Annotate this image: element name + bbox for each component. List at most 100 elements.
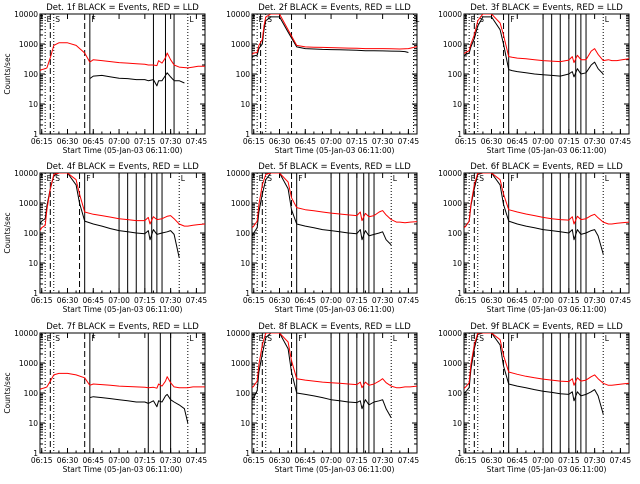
plot-frame <box>251 13 418 135</box>
x-tick-label: 07:45 <box>398 137 420 146</box>
y-tick-label: 10000 <box>438 329 462 338</box>
x-tick-label: 07:00 <box>532 137 554 146</box>
y-tick-label: 10 <box>240 419 250 428</box>
y-tick-label: 10 <box>28 100 38 109</box>
x-tick-label: 06:15 <box>455 137 477 146</box>
chart-title: Det. 6f BLACK = Events, RED = LLD <box>470 162 623 172</box>
y-axis-label: Counts/sec <box>3 212 12 253</box>
x-tick-label: 06:30 <box>269 456 291 465</box>
time-marker-label: S <box>55 174 60 183</box>
y-tick-label: 1 <box>245 130 250 139</box>
time-marker-label: F <box>91 15 95 24</box>
y-tick-label: 10000 <box>438 169 462 178</box>
y-tick-label: 1000 <box>443 40 462 49</box>
y-tick-label: 10 <box>28 259 38 268</box>
y-tick-label: 1000 <box>231 40 250 49</box>
time-marker-label: E <box>47 174 52 183</box>
y-tick-label: 10 <box>240 100 250 109</box>
series-line-events <box>252 16 409 59</box>
x-tick-label: 06:45 <box>82 456 104 465</box>
plot-panel-6: Det. 6f BLACK = Events, RED = LLD 1 10 100 1… <box>438 162 631 314</box>
chart-title: Det. 4f BLACK = Events, RED = LLD <box>46 162 199 172</box>
x-tick-label: 06:30 <box>57 296 79 305</box>
series-line-events <box>464 173 604 255</box>
x-tick-label: 06:30 <box>481 137 503 146</box>
series-line-events <box>464 333 604 415</box>
y-tick-label: 100 <box>236 70 251 79</box>
x-tick-label: 07:15 <box>558 456 580 465</box>
time-marker-label: L <box>605 174 610 183</box>
y-tick-label: 100 <box>448 389 463 398</box>
y-tick-label: 1 <box>245 449 250 458</box>
y-tick-label: 1 <box>457 289 462 298</box>
x-tick-label: 06:15 <box>455 296 477 305</box>
x-tick-label: 07:30 <box>372 456 394 465</box>
y-tick-label: 1000 <box>443 199 462 208</box>
y-tick-label: 1000 <box>19 359 38 368</box>
plot-frame <box>39 332 206 454</box>
x-tick-label: 07:45 <box>186 456 208 465</box>
x-tick-label: 07:15 <box>346 296 368 305</box>
x-tick-label: 06:45 <box>506 296 528 305</box>
time-marker-label: E <box>259 334 264 343</box>
y-tick-label: 10000 <box>226 169 250 178</box>
x-tick-label: 07:15 <box>134 456 156 465</box>
series-line-lld <box>464 14 629 64</box>
series-line-events <box>252 333 392 418</box>
x-tick-label: 07:15 <box>558 137 580 146</box>
plot-frame <box>463 332 630 454</box>
x-tick-label: 07:15 <box>346 456 368 465</box>
time-marker-label: F <box>510 15 514 24</box>
x-tick-label: 07:00 <box>532 296 554 305</box>
y-tick-label: 10000 <box>438 10 462 19</box>
chart-title: Det. 1f BLACK = Events, RED = LLD <box>46 3 199 13</box>
plot-panel-5: Det. 5f BLACK = Events, RED = LLD 1 10 100 1… <box>226 162 419 314</box>
y-axis-label: Counts/sec <box>3 53 12 94</box>
time-marker-label: F <box>510 174 514 183</box>
x-tick-label: 06:45 <box>294 456 316 465</box>
time-marker-label: L <box>393 334 398 343</box>
time-marker-label: S <box>55 15 60 24</box>
series-line-lld <box>252 333 417 389</box>
y-tick-label: 1 <box>33 130 38 139</box>
x-tick-label: 07:30 <box>160 296 182 305</box>
x-tick-label: 07:00 <box>320 296 342 305</box>
y-tick-label: 1000 <box>19 40 38 49</box>
x-tick-label: 06:15 <box>243 296 265 305</box>
plot-panel-7: Det. 7f BLACK = Events, RED = LLD 1 10 100 1… <box>3 322 207 474</box>
time-marker-label: L <box>189 15 194 24</box>
y-tick-label: 1 <box>33 289 38 298</box>
plot-panel-4: Det. 4f BLACK = Events, RED = LLD 1 10 100 1… <box>3 162 207 314</box>
time-marker-label: S <box>267 334 272 343</box>
y-tick-label: 10 <box>452 419 462 428</box>
x-tick-label: 07:00 <box>108 456 130 465</box>
y-tick-label: 1000 <box>231 359 250 368</box>
x-tick-label: 07:45 <box>398 456 420 465</box>
chart-title: Det. 8f BLACK = Events, RED = LLD <box>258 322 411 332</box>
x-tick-label: 06:30 <box>481 456 503 465</box>
x-tick-label: 07:30 <box>584 456 606 465</box>
plot-frame <box>251 332 418 454</box>
series-line-lld <box>252 173 417 229</box>
x-axis-label: Start Time (05-Jan-03 06:11:00) <box>63 146 183 155</box>
x-tick-label: 06:45 <box>506 456 528 465</box>
y-tick-label: 100 <box>24 70 39 79</box>
time-marker-label: F <box>91 334 95 343</box>
x-tick-label: 06:15 <box>455 456 477 465</box>
x-tick-label: 07:30 <box>160 137 182 146</box>
y-tick-label: 10000 <box>226 10 250 19</box>
y-tick-label: 100 <box>236 229 251 238</box>
series-line-lld <box>40 173 205 231</box>
x-axis-label: Start Time (05-Jan-03 06:11:00) <box>487 465 607 474</box>
series-line-lld <box>252 14 417 55</box>
y-tick-label: 100 <box>24 389 39 398</box>
y-tick-label: 100 <box>448 229 463 238</box>
y-tick-label: 10 <box>28 419 38 428</box>
x-tick-label: 06:15 <box>243 137 265 146</box>
y-tick-label: 10000 <box>226 329 250 338</box>
series-line-lld <box>464 333 629 389</box>
y-tick-label: 1 <box>457 130 462 139</box>
y-tick-label: 1000 <box>231 199 250 208</box>
y-tick-label: 1000 <box>443 359 462 368</box>
series-line-lld <box>464 173 629 229</box>
